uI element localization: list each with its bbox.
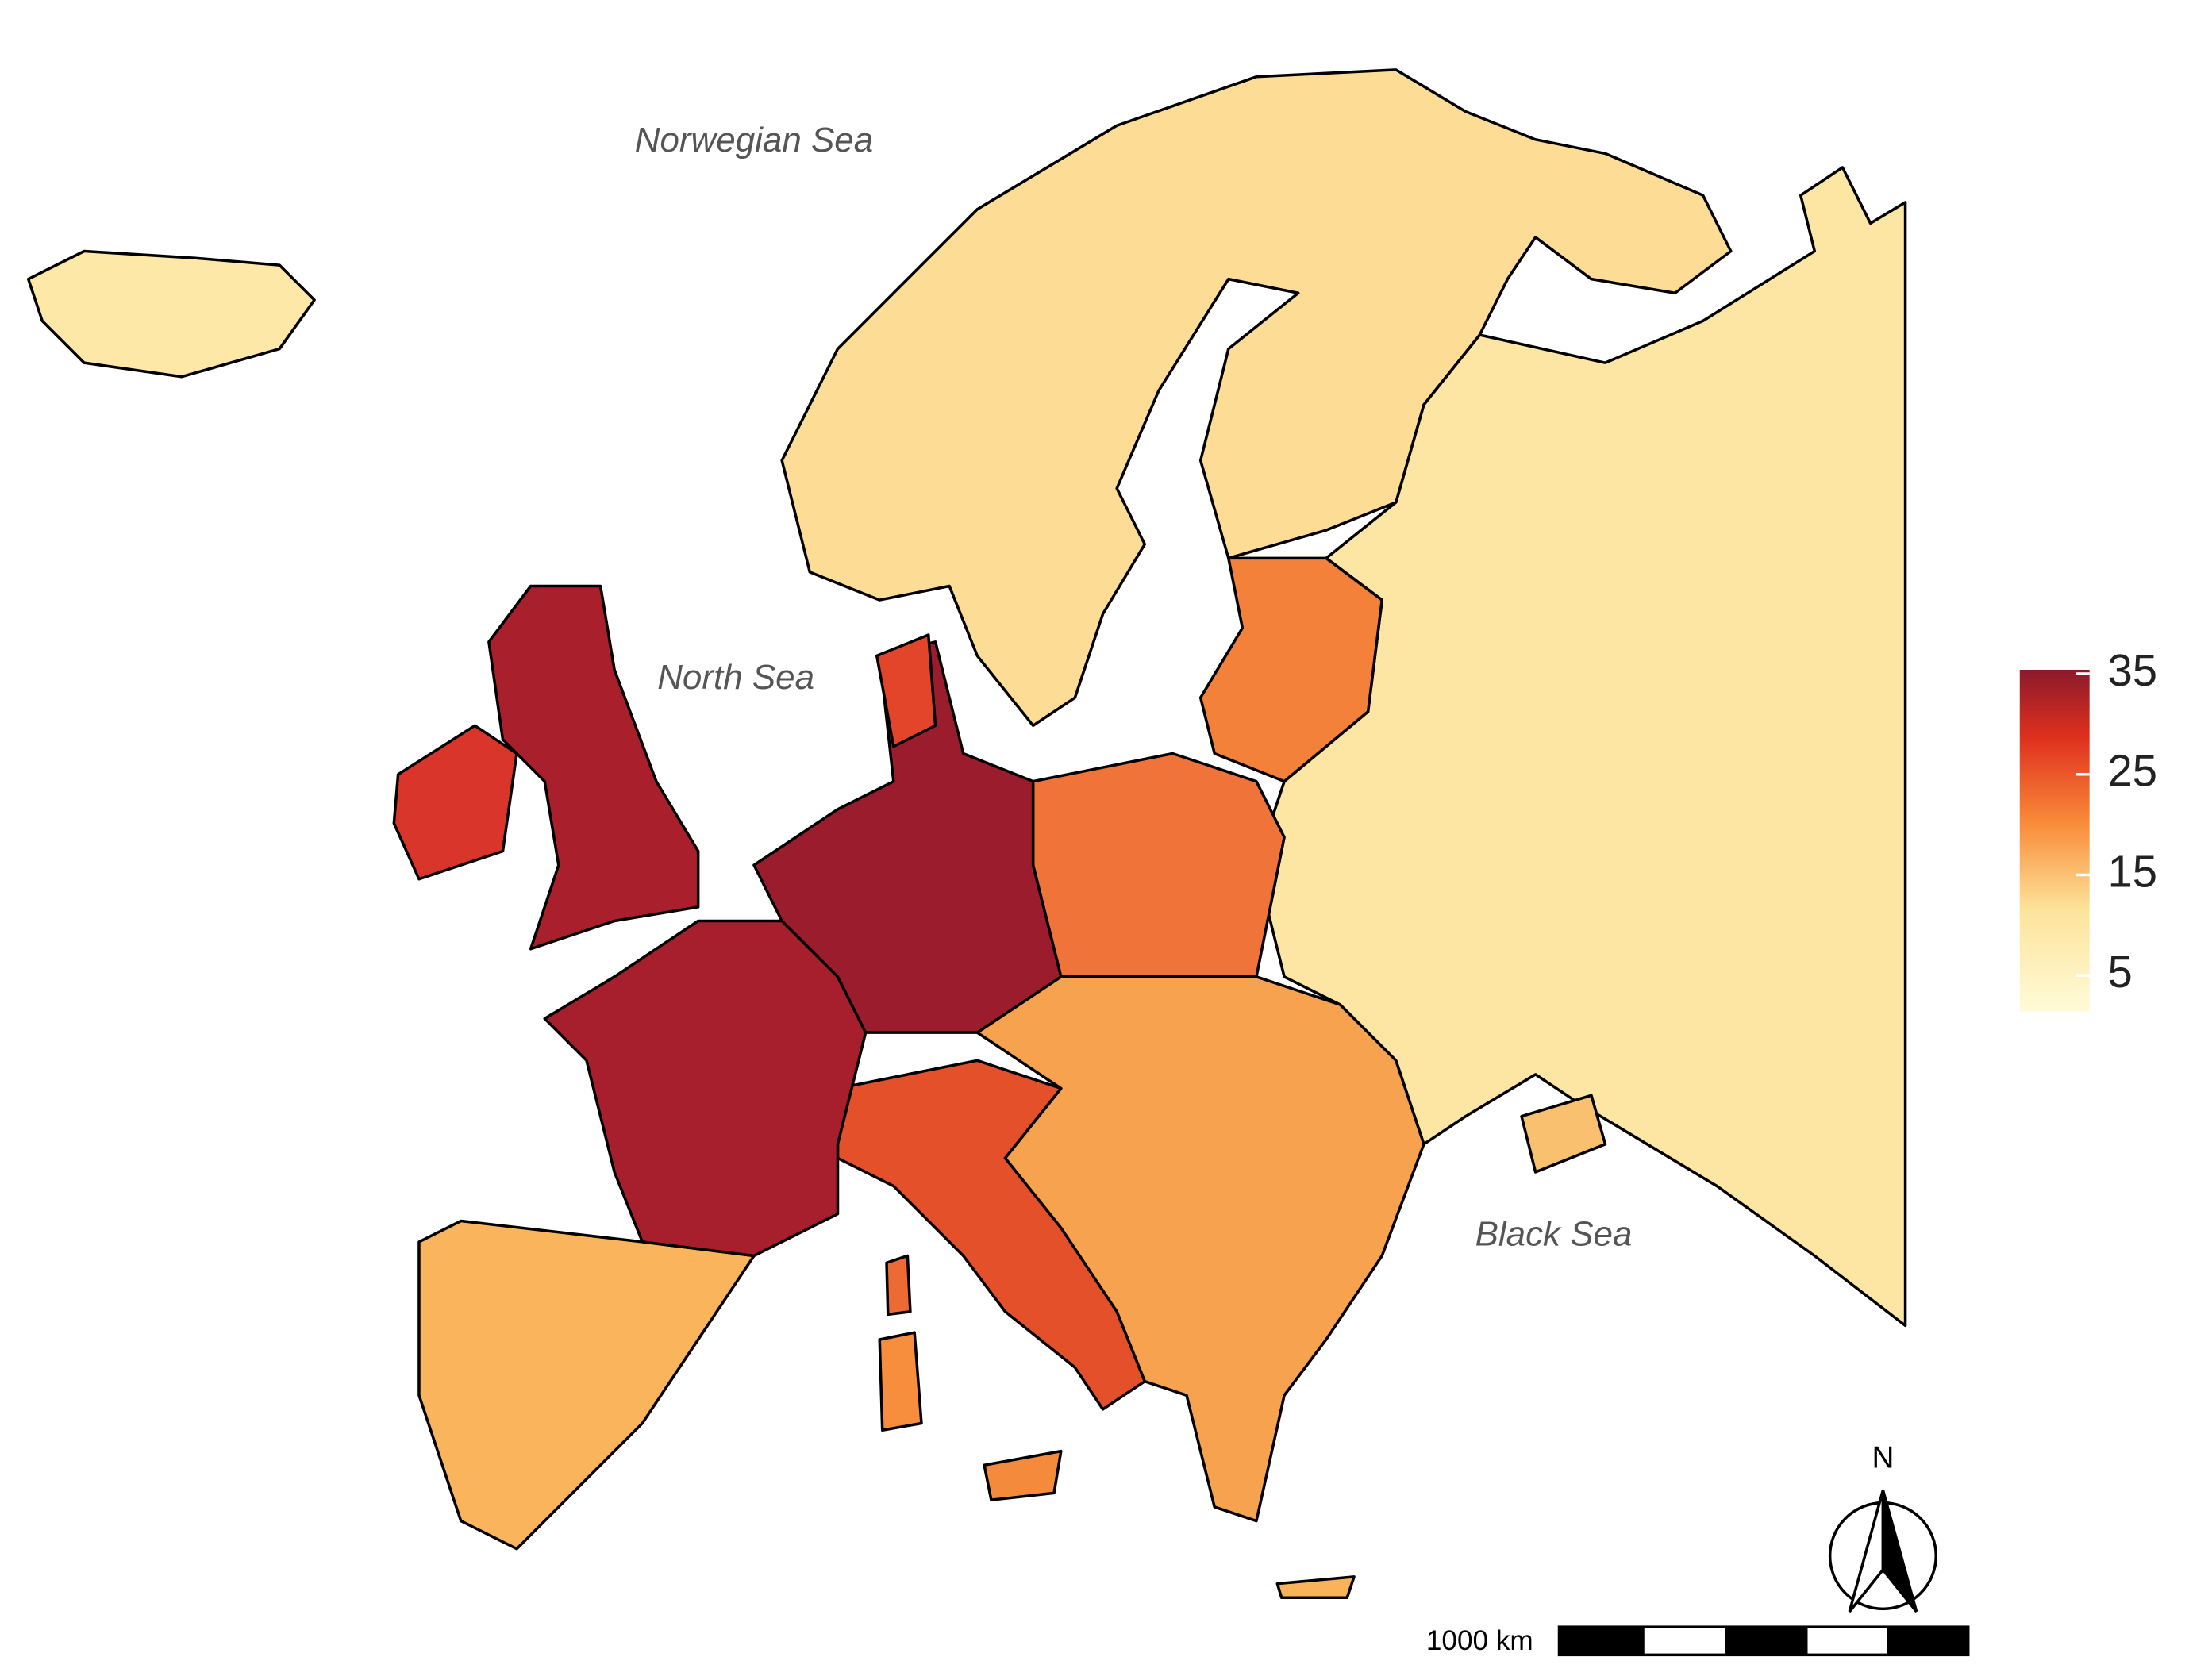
land xyxy=(26,68,1907,1600)
sea-label: Norwegian Sea xyxy=(635,121,873,160)
arrow-right xyxy=(1881,1490,1918,1613)
north-arrow: N xyxy=(1828,1441,1938,1613)
colorbar-ticks: 5 15 25 35 xyxy=(2076,645,2157,997)
sea-label: North Sea xyxy=(657,658,814,697)
colorbar xyxy=(2019,669,2090,1012)
colorbar-tick-label: 25 xyxy=(2108,746,2158,796)
colorbar-tick-label: 35 xyxy=(2108,645,2158,695)
scale-label: 1000 km xyxy=(1426,1625,1533,1656)
north-label: N xyxy=(1872,1441,1894,1475)
scale-segment xyxy=(1725,1627,1808,1655)
arrow-left xyxy=(1848,1490,1885,1613)
sea-label: Black Sea xyxy=(1475,1214,1633,1253)
scale-segment xyxy=(1559,1627,1645,1655)
colorbar-tick-label: 5 xyxy=(2108,947,2133,997)
scale-segment xyxy=(1887,1627,1968,1655)
scale-bar: 1000 km xyxy=(1426,1625,1970,1657)
colorbar-tick-label: 15 xyxy=(2108,846,2158,896)
